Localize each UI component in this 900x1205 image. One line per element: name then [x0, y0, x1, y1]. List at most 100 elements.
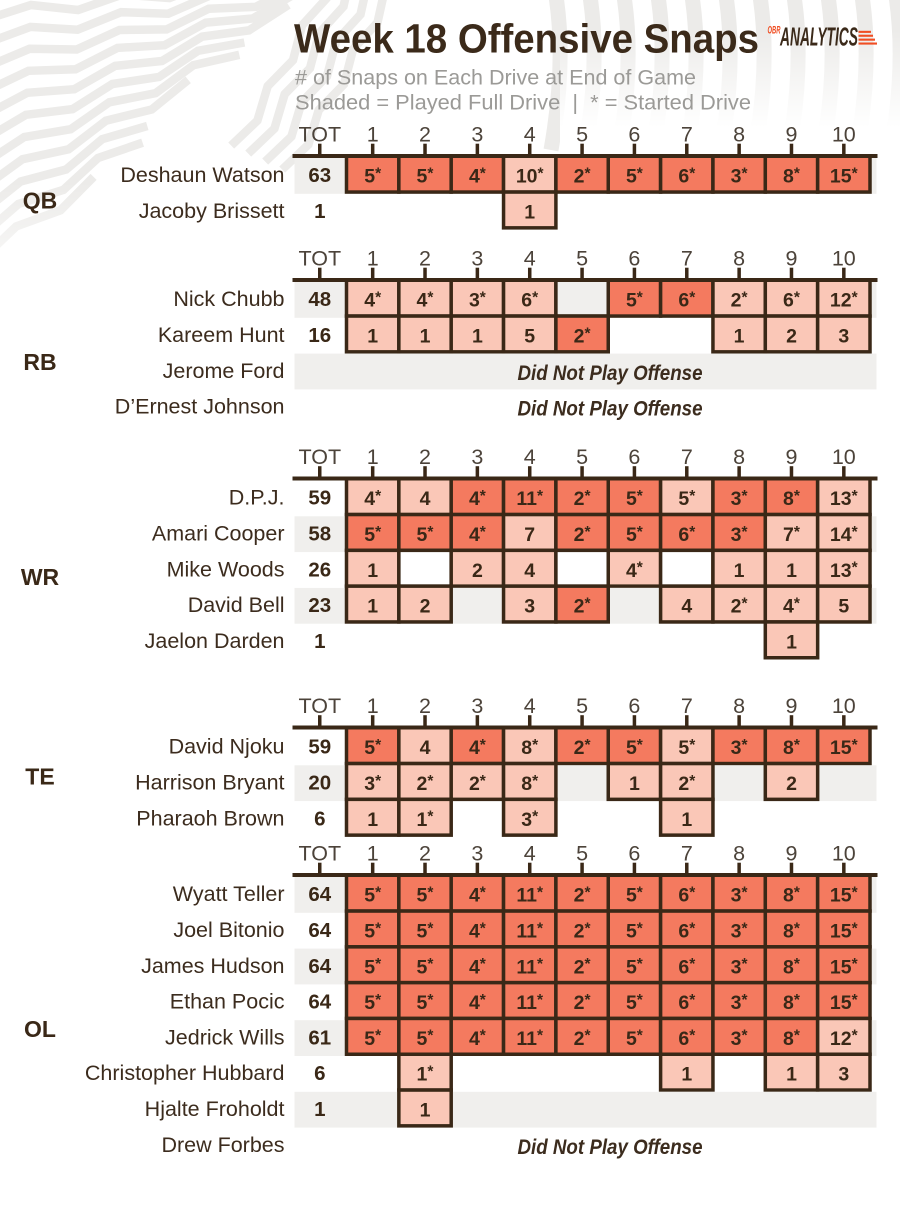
svg-text:8*: 8* [783, 992, 801, 1014]
svg-text:15*: 15* [830, 956, 859, 978]
svg-text:8*: 8* [783, 737, 801, 759]
svg-text:2*: 2* [574, 920, 592, 942]
svg-text:5*: 5* [364, 920, 382, 942]
svg-text:2: 2 [786, 326, 797, 348]
svg-text:D.P.J.: D.P.J. [229, 486, 285, 510]
svg-text:ANALYTICS: ANALYTICS [779, 22, 858, 52]
svg-text:5*: 5* [417, 524, 435, 546]
svg-text:3: 3 [838, 1064, 849, 1086]
svg-text:6: 6 [628, 247, 640, 271]
svg-text:Hjalte Froholdt: Hjalte Froholdt [145, 1097, 285, 1121]
svg-text:2*: 2* [731, 595, 749, 617]
svg-text:1: 1 [420, 326, 431, 348]
svg-text:TOT: TOT [298, 694, 341, 718]
svg-text:9: 9 [786, 842, 798, 866]
svg-text:4*: 4* [364, 488, 382, 510]
svg-text:4: 4 [524, 694, 536, 718]
svg-text:2: 2 [419, 123, 431, 147]
svg-text:64: 64 [308, 919, 331, 942]
svg-text:4*: 4* [469, 166, 487, 188]
svg-text:64: 64 [308, 955, 331, 978]
svg-text:2*: 2* [574, 885, 592, 907]
svg-text:4*: 4* [469, 920, 487, 942]
svg-text:4*: 4* [626, 560, 644, 582]
svg-text:7*: 7* [783, 524, 801, 546]
svg-text:10*: 10* [516, 166, 545, 188]
svg-text:David Bell: David Bell [188, 593, 285, 617]
svg-text:5: 5 [576, 445, 588, 469]
svg-text:Christopher Hubbard: Christopher Hubbard [85, 1061, 285, 1085]
svg-text:4: 4 [420, 737, 431, 759]
svg-text:6*: 6* [678, 166, 696, 188]
svg-text:1: 1 [367, 809, 378, 831]
svg-text:3*: 3* [731, 992, 749, 1014]
svg-text:1: 1 [524, 202, 535, 224]
svg-text:D’Ernest Johnson: D’Ernest Johnson [115, 395, 285, 419]
svg-text:5*: 5* [626, 488, 644, 510]
svg-text:1: 1 [786, 631, 797, 653]
svg-text:4*: 4* [469, 1028, 487, 1050]
svg-text:Shaded = Played Full Drive |: Shaded = Played Full Drive | * = Started… [295, 91, 751, 115]
svg-text:2: 2 [420, 596, 431, 618]
svg-text:3: 3 [838, 326, 849, 348]
svg-text:9: 9 [786, 247, 798, 271]
svg-text:64: 64 [308, 883, 331, 906]
svg-text:Drew Forbes: Drew Forbes [161, 1133, 284, 1157]
svg-text:Did Not Play Offense: Did Not Play Offense [518, 398, 703, 421]
svg-text:5*: 5* [626, 524, 644, 546]
svg-text:6: 6 [628, 445, 640, 469]
svg-text:5*: 5* [364, 885, 382, 907]
svg-text:Jedrick Wills: Jedrick Wills [165, 1025, 284, 1049]
svg-text:48: 48 [308, 288, 331, 311]
svg-text:12*: 12* [830, 290, 859, 312]
svg-text:61: 61 [308, 1026, 331, 1049]
svg-text:OBR: OBR [768, 25, 781, 37]
svg-text:Amari Cooper: Amari Cooper [152, 522, 285, 546]
svg-text:5*: 5* [364, 166, 382, 188]
svg-text:Kareem Hunt: Kareem Hunt [158, 323, 285, 347]
svg-text:11*: 11* [516, 992, 544, 1014]
svg-text:5*: 5* [364, 737, 382, 759]
svg-text:13*: 13* [830, 488, 859, 510]
svg-text:6*: 6* [678, 290, 696, 312]
svg-text:1: 1 [681, 809, 692, 831]
svg-text:59: 59 [308, 736, 331, 759]
svg-text:5*: 5* [364, 524, 382, 546]
svg-text:5*: 5* [626, 920, 644, 942]
svg-text:3: 3 [471, 247, 483, 271]
svg-text:3*: 3* [731, 166, 749, 188]
svg-text:5*: 5* [364, 1028, 382, 1050]
svg-text:5*: 5* [626, 956, 644, 978]
svg-text:7: 7 [681, 842, 693, 866]
svg-text:1: 1 [314, 200, 325, 223]
svg-text:10: 10 [832, 123, 856, 147]
svg-text:1*: 1* [417, 1064, 435, 1086]
svg-text:1: 1 [367, 247, 379, 271]
svg-text:5*: 5* [626, 290, 644, 312]
svg-text:3*: 3* [731, 885, 749, 907]
svg-text:1: 1 [367, 560, 378, 582]
svg-text:Week 18 Offensive Snaps: Week 18 Offensive Snaps [294, 15, 759, 61]
svg-text:4: 4 [420, 488, 431, 510]
svg-text:15*: 15* [830, 885, 859, 907]
svg-text:1: 1 [314, 1098, 325, 1121]
svg-text:TOT: TOT [298, 445, 341, 469]
svg-text:4: 4 [524, 560, 535, 582]
svg-text:1: 1 [786, 560, 797, 582]
svg-text:3*: 3* [731, 737, 749, 759]
svg-text:2*: 2* [574, 325, 592, 347]
svg-text:Nick Chubb: Nick Chubb [173, 287, 284, 311]
svg-text:6: 6 [314, 1062, 325, 1085]
svg-text:QB: QB [23, 188, 58, 214]
svg-text:RB: RB [23, 349, 56, 375]
svg-text:4*: 4* [469, 737, 487, 759]
svg-text:Jaelon Darden: Jaelon Darden [145, 629, 285, 653]
svg-text:3: 3 [471, 694, 483, 718]
svg-text:58: 58 [308, 523, 331, 546]
svg-text:8*: 8* [783, 920, 801, 942]
svg-text:2: 2 [419, 445, 431, 469]
svg-text:1: 1 [367, 596, 378, 618]
svg-text:2: 2 [786, 773, 797, 795]
svg-text:5: 5 [576, 842, 588, 866]
svg-text:5*: 5* [626, 1028, 644, 1050]
